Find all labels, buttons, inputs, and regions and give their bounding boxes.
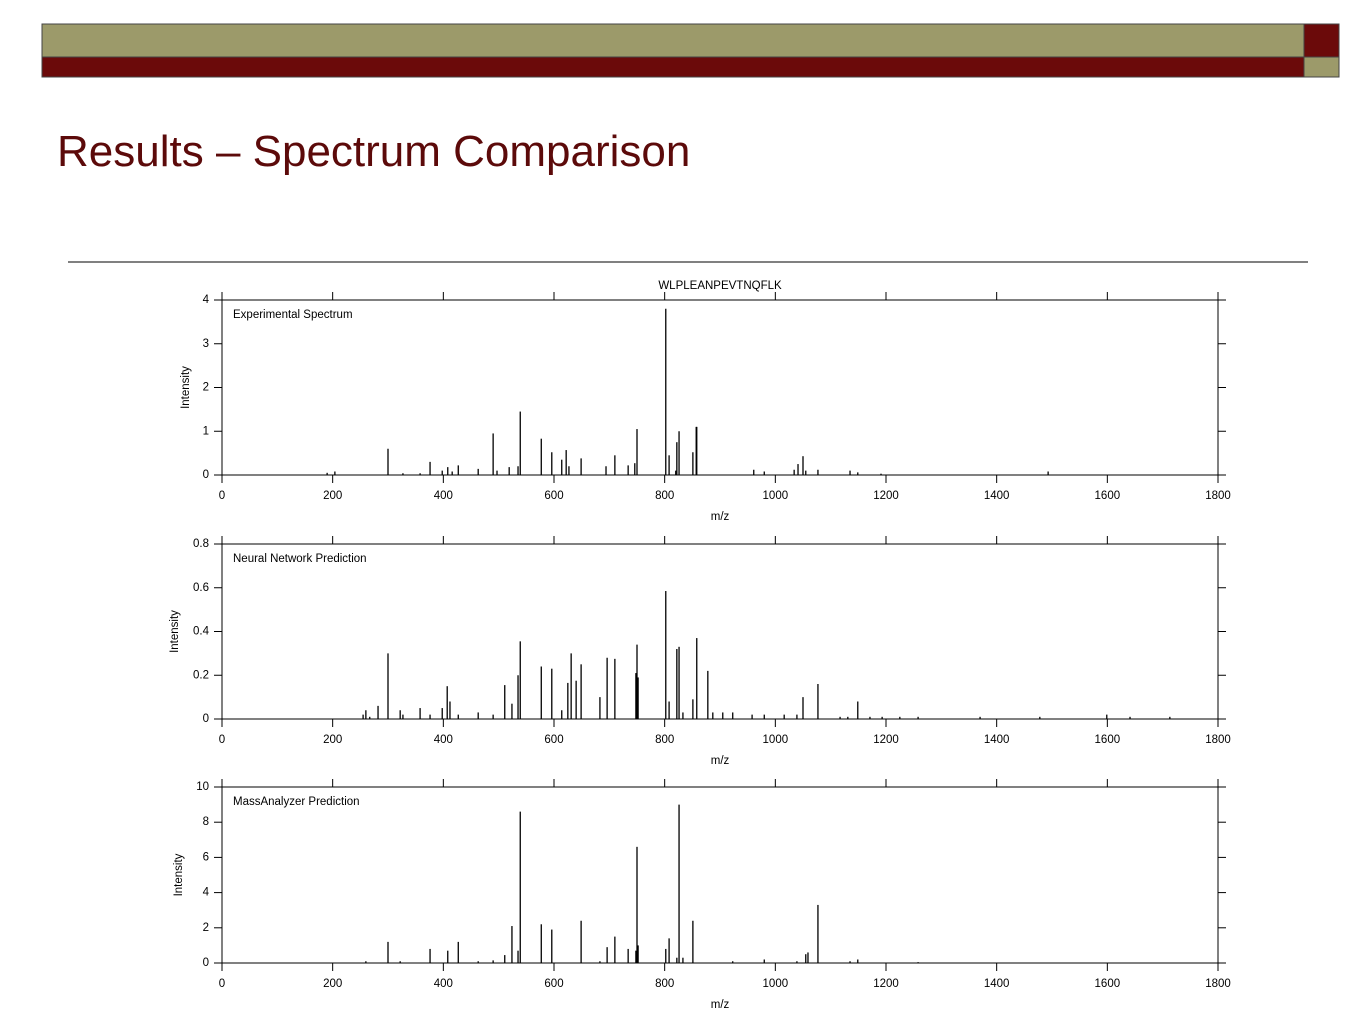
y-tick-label: 0 [203, 713, 209, 725]
x-tick-label: 800 [655, 734, 674, 746]
header-square [1303, 23, 1340, 58]
x-tick-label: 600 [544, 490, 563, 502]
y-tick-label: 10 [196, 781, 209, 793]
plot-frame [221, 543, 1219, 720]
x-tick-label: 600 [544, 978, 563, 990]
x-tick-label: 1000 [763, 490, 789, 502]
y-tick-label: 2 [203, 382, 209, 394]
slide-title: Results – Spectrum Comparison [57, 127, 690, 176]
y-tick-label: 1 [203, 425, 209, 437]
y-tick-label: 0.2 [193, 669, 209, 681]
x-tick-label: 1400 [984, 490, 1010, 502]
x-tick-label: 400 [434, 734, 453, 746]
x-tick-label: 1600 [1095, 490, 1121, 502]
panel-label: Neural Network Prediction [233, 553, 367, 565]
x-tick-label: 800 [655, 978, 674, 990]
x-tick-label: 400 [434, 490, 453, 502]
y-tick-label: 4 [203, 887, 210, 899]
x-axis-label: m/z [711, 511, 730, 523]
x-tick-label: 1200 [873, 734, 899, 746]
x-tick-label: 200 [323, 978, 342, 990]
x-tick-label: 0 [219, 734, 225, 746]
x-axis-label: m/z [711, 755, 730, 767]
x-tick-label: 1400 [984, 978, 1010, 990]
panel-label: Experimental Spectrum [233, 309, 353, 321]
x-tick-label: 200 [323, 490, 342, 502]
y-tick-label: 0.4 [193, 626, 210, 638]
y-tick-label: 0.8 [193, 538, 209, 550]
plot-frame [221, 786, 1219, 964]
panel-label: MassAnalyzer Prediction [233, 796, 360, 808]
x-tick-label: 400 [434, 978, 453, 990]
x-tick-label: 1600 [1095, 734, 1121, 746]
y-tick-label: 0.6 [193, 582, 209, 594]
y-axis-label: Intensity [173, 853, 185, 896]
x-tick-label: 1600 [1095, 978, 1121, 990]
x-tick-label: 600 [544, 734, 563, 746]
x-tick-label: 800 [655, 490, 674, 502]
x-tick-label: 0 [219, 978, 225, 990]
y-axis-label: Intensity [169, 610, 181, 653]
x-tick-label: 0 [219, 490, 225, 502]
x-tick-label: 1200 [873, 490, 899, 502]
header-bar [41, 56, 1305, 78]
y-tick-label: 3 [203, 338, 209, 350]
header-bar [41, 23, 1305, 58]
x-tick-label: 1000 [763, 978, 789, 990]
x-tick-label: 1800 [1205, 734, 1231, 746]
chart-title: WLPLEANPEVTNQFLK [658, 280, 782, 292]
y-tick-label: 8 [203, 816, 209, 828]
x-axis-label: m/z [711, 999, 730, 1011]
x-tick-label: 1800 [1205, 978, 1231, 990]
y-tick-label: 6 [203, 851, 209, 863]
header-square [1303, 56, 1340, 78]
x-tick-label: 1000 [763, 734, 789, 746]
x-tick-label: 1400 [984, 734, 1010, 746]
x-tick-label: 1800 [1205, 490, 1231, 502]
y-tick-label: 0 [203, 957, 209, 969]
y-axis-label: Intensity [180, 366, 192, 409]
x-tick-label: 1200 [873, 978, 899, 990]
y-tick-label: 0 [203, 469, 209, 481]
x-tick-label: 200 [323, 734, 342, 746]
plot-frame [221, 299, 1219, 476]
y-tick-label: 4 [203, 294, 210, 306]
y-tick-label: 2 [203, 922, 209, 934]
